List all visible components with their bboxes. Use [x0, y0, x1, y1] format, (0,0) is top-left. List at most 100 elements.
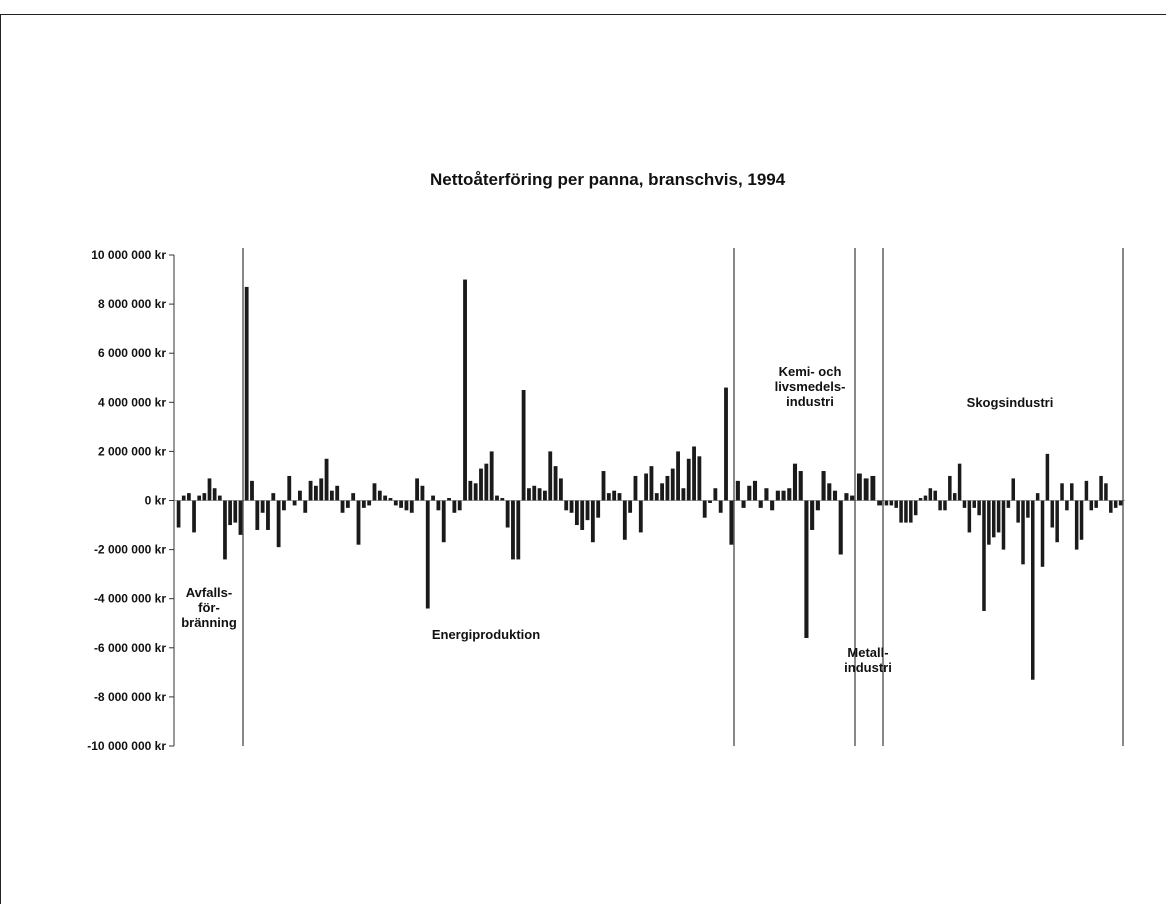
bar — [850, 495, 855, 501]
segment-label: Kemi- och livsmedels-industri — [775, 364, 846, 409]
bar — [212, 488, 217, 501]
bar — [335, 485, 340, 501]
bar — [303, 500, 308, 513]
bar — [1118, 500, 1123, 506]
bar — [899, 500, 903, 523]
bar — [775, 490, 780, 501]
bar — [686, 458, 691, 501]
bar — [708, 500, 712, 503]
segment-label-line: industri — [786, 394, 834, 409]
bar — [821, 471, 826, 501]
bar — [340, 500, 345, 513]
bar — [752, 480, 758, 501]
y-tick-label: 0 kr — [145, 494, 167, 508]
segment-labels: Avfalls-för-bränning Energiproduktion Kemi… — [181, 364, 1053, 675]
bar — [654, 493, 659, 501]
bar — [553, 466, 558, 501]
bar — [564, 500, 569, 511]
bar — [1060, 483, 1064, 501]
segment-label-line: livsmedels- — [775, 379, 846, 394]
bar — [596, 500, 601, 518]
bar — [202, 493, 207, 501]
bar — [804, 500, 809, 638]
bar — [569, 500, 574, 513]
bar — [670, 468, 675, 501]
bars — [174, 279, 1125, 680]
bar — [1006, 500, 1011, 508]
bar — [889, 500, 894, 506]
bar — [276, 500, 281, 548]
bar — [838, 500, 843, 555]
bar — [457, 500, 462, 511]
bar — [479, 468, 483, 501]
bar — [962, 500, 967, 508]
bar — [758, 500, 763, 508]
bar — [260, 500, 265, 513]
bar — [447, 498, 451, 501]
bar — [495, 495, 499, 501]
bar — [665, 475, 670, 501]
segment-label-line: Avfalls- — [186, 585, 232, 600]
bar — [863, 478, 869, 501]
bar — [702, 500, 707, 518]
bar — [633, 475, 638, 501]
bar — [223, 500, 227, 560]
bar — [585, 500, 590, 521]
bar — [943, 500, 947, 511]
bar — [781, 490, 786, 501]
bar — [548, 451, 553, 501]
bar — [574, 500, 579, 526]
bar — [681, 488, 686, 501]
bar — [516, 500, 521, 560]
bar — [388, 498, 393, 501]
bar — [313, 485, 318, 501]
bar — [244, 286, 249, 501]
bar — [500, 498, 505, 501]
bar — [735, 480, 740, 501]
bar — [255, 500, 260, 530]
bar — [404, 500, 409, 511]
bar — [948, 475, 952, 501]
bar — [527, 488, 531, 501]
bar — [918, 498, 923, 501]
segment-label-line: Energiproduktion — [432, 627, 540, 642]
bar — [431, 495, 435, 501]
y-tick-label: 6 000 000 kr — [98, 346, 166, 360]
bar — [192, 500, 196, 533]
bar — [463, 279, 467, 501]
bar — [810, 500, 815, 530]
bar — [770, 500, 775, 511]
bar — [361, 500, 366, 508]
y-axis: 10 000 000 kr 8 000 000 kr 6 000 000 kr 4 0… — [87, 248, 175, 753]
bar — [409, 500, 414, 513]
bar — [271, 493, 276, 501]
bar — [521, 390, 526, 501]
bar — [1084, 480, 1089, 501]
bar — [1040, 500, 1045, 567]
bar — [832, 490, 838, 501]
bar — [977, 500, 981, 516]
y-tick-label: 10 000 000 kr — [91, 248, 166, 262]
bar — [345, 500, 350, 508]
bar — [319, 478, 324, 501]
y-tick-label: 4 000 000 kr — [98, 395, 166, 409]
bar — [923, 495, 928, 501]
bar — [764, 488, 769, 501]
segment-label-line: Skogsindustri — [967, 395, 1054, 410]
bar — [176, 500, 181, 528]
bar — [181, 495, 186, 501]
y-tick-label: 2 000 000 kr — [98, 444, 166, 458]
bar — [1011, 478, 1016, 501]
bar — [287, 475, 292, 501]
bar — [697, 456, 702, 501]
bar — [952, 493, 957, 501]
y-tick-label: -8 000 000 kr — [94, 690, 166, 704]
bar — [1094, 500, 1098, 508]
bar — [468, 480, 473, 501]
y-tick-label: -4 000 000 kr — [94, 592, 166, 606]
chart-title: Nettoåterföring per panna, branschvis, 1… — [430, 170, 786, 189]
bar — [372, 483, 377, 501]
bar — [938, 500, 942, 511]
bar — [217, 495, 222, 501]
